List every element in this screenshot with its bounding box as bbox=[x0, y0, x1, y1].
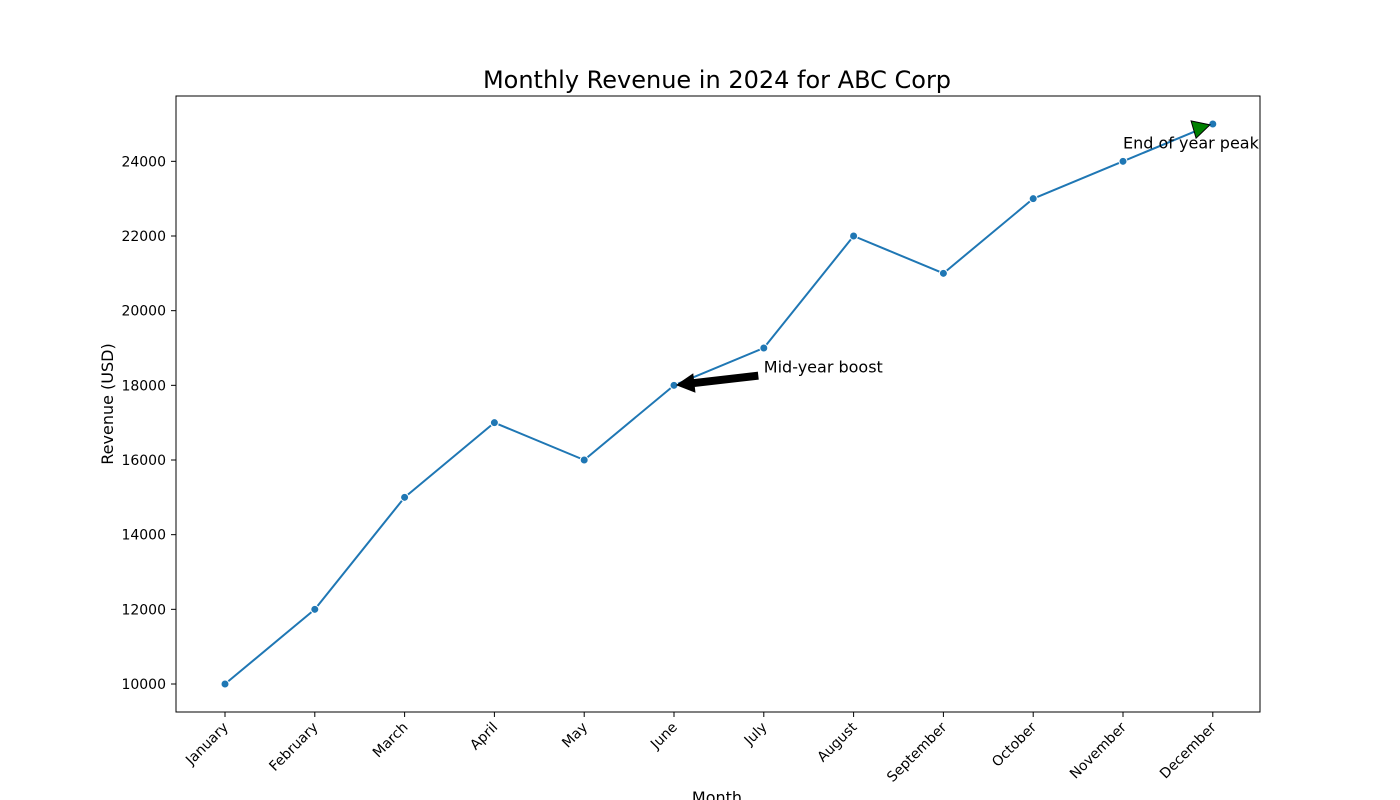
y-tick-label: 14000 bbox=[121, 528, 166, 544]
x-tick-label: August bbox=[814, 719, 860, 765]
y-tick-label: 24000 bbox=[121, 154, 166, 170]
data-point bbox=[489, 418, 499, 428]
data-point bbox=[310, 604, 320, 614]
y-tick-label: 18000 bbox=[121, 378, 166, 394]
annotation-arrow bbox=[1190, 120, 1211, 140]
annotation-label: Mid-year boost bbox=[764, 358, 883, 377]
series-line bbox=[224, 123, 1214, 685]
x-tick-label: July bbox=[741, 720, 771, 750]
plot-area: 10000 12000 14000 16000 18000 20000 22000 24000… bbox=[121, 95, 1261, 786]
y-tick-label: 20000 bbox=[121, 304, 166, 320]
x-axis-label: Month bbox=[692, 788, 742, 800]
y-tick-label: 10000 bbox=[121, 677, 166, 693]
x-tick-label: January bbox=[182, 720, 232, 770]
data-point bbox=[1208, 119, 1218, 129]
data-point bbox=[579, 455, 589, 465]
x-tick-label: June bbox=[647, 720, 681, 754]
x-tick-label: November bbox=[1067, 719, 1130, 782]
data-point bbox=[938, 268, 948, 278]
x-tick-label: October bbox=[989, 719, 1040, 770]
data-point bbox=[849, 231, 859, 241]
data-point bbox=[220, 679, 230, 689]
x-tick-label: April bbox=[467, 720, 501, 754]
x-tick-label: May bbox=[559, 720, 591, 752]
x-tick-label: December bbox=[1157, 719, 1220, 782]
chart-title: Monthly Revenue in 2024 for ABC Corp bbox=[483, 66, 951, 94]
y-tick-label: 16000 bbox=[121, 453, 166, 469]
plot-frame bbox=[175, 95, 1261, 713]
data-point bbox=[759, 343, 769, 353]
annotation-label: End of year peak bbox=[1123, 134, 1260, 153]
data-point bbox=[400, 492, 410, 502]
y-tick-label: 22000 bbox=[121, 229, 166, 245]
y-axis-label: Revenue (USD) bbox=[98, 343, 117, 464]
x-tick-label: February bbox=[266, 720, 321, 775]
y-tick-label: 12000 bbox=[121, 602, 166, 618]
data-point bbox=[1118, 156, 1128, 166]
annotation-arrow bbox=[675, 371, 759, 393]
x-tick-label: September bbox=[884, 719, 950, 785]
data-point bbox=[1028, 194, 1038, 204]
x-tick-label: March bbox=[370, 720, 411, 761]
